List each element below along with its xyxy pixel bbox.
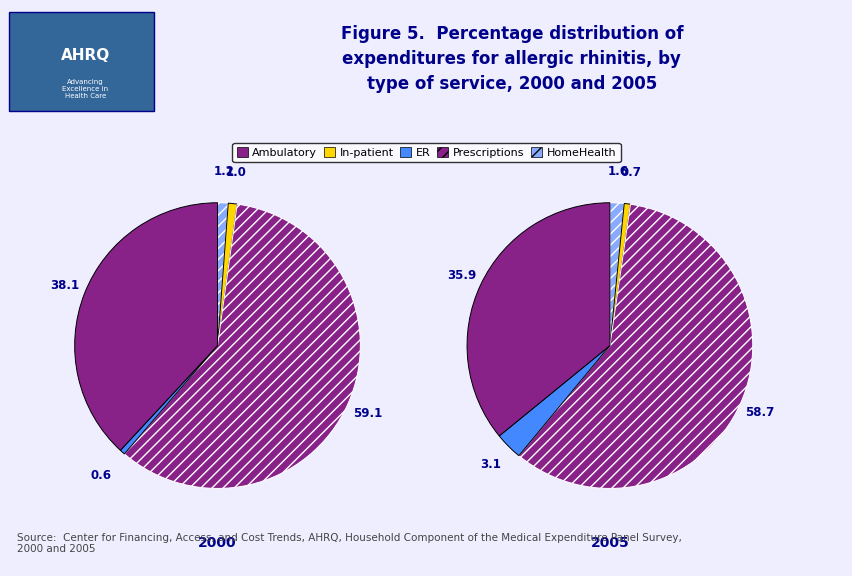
Text: 38.1: 38.1 [50,279,79,292]
Text: 59.1: 59.1 [352,407,382,420]
Text: 0.6: 0.6 [91,469,112,482]
Text: 1.0: 1.0 [226,166,246,179]
Text: 1.6: 1.6 [607,165,629,178]
Wedge shape [75,203,217,450]
Wedge shape [609,203,624,346]
Wedge shape [467,203,609,436]
Text: 35.9: 35.9 [446,268,475,282]
Text: 0.7: 0.7 [620,166,641,179]
Wedge shape [124,204,360,488]
Text: 3.1: 3.1 [480,458,500,471]
Wedge shape [217,203,237,346]
Text: Source:  Center for Financing, Access, and Cost Trends, AHRQ, Household Componen: Source: Center for Financing, Access, an… [17,533,681,554]
Wedge shape [120,346,217,454]
Wedge shape [609,203,630,346]
Wedge shape [518,204,751,488]
Legend: Ambulatory, In-patient, ER, Prescriptions, HomeHealth: Ambulatory, In-patient, ER, Prescription… [232,143,620,162]
Text: 58.7: 58.7 [745,406,774,419]
Text: 2005: 2005 [590,536,629,550]
Text: 1.2: 1.2 [213,165,234,178]
Text: Figure 5.  Percentage distribution of
expenditures for allergic rhinitis, by
typ: Figure 5. Percentage distribution of exp… [340,25,682,93]
Wedge shape [498,346,609,456]
Text: Advancing
Excellence in
Health Care: Advancing Excellence in Health Care [62,79,108,99]
Text: AHRQ: AHRQ [60,48,110,63]
FancyBboxPatch shape [9,13,153,112]
Wedge shape [217,203,228,346]
Text: 2000: 2000 [198,536,237,550]
